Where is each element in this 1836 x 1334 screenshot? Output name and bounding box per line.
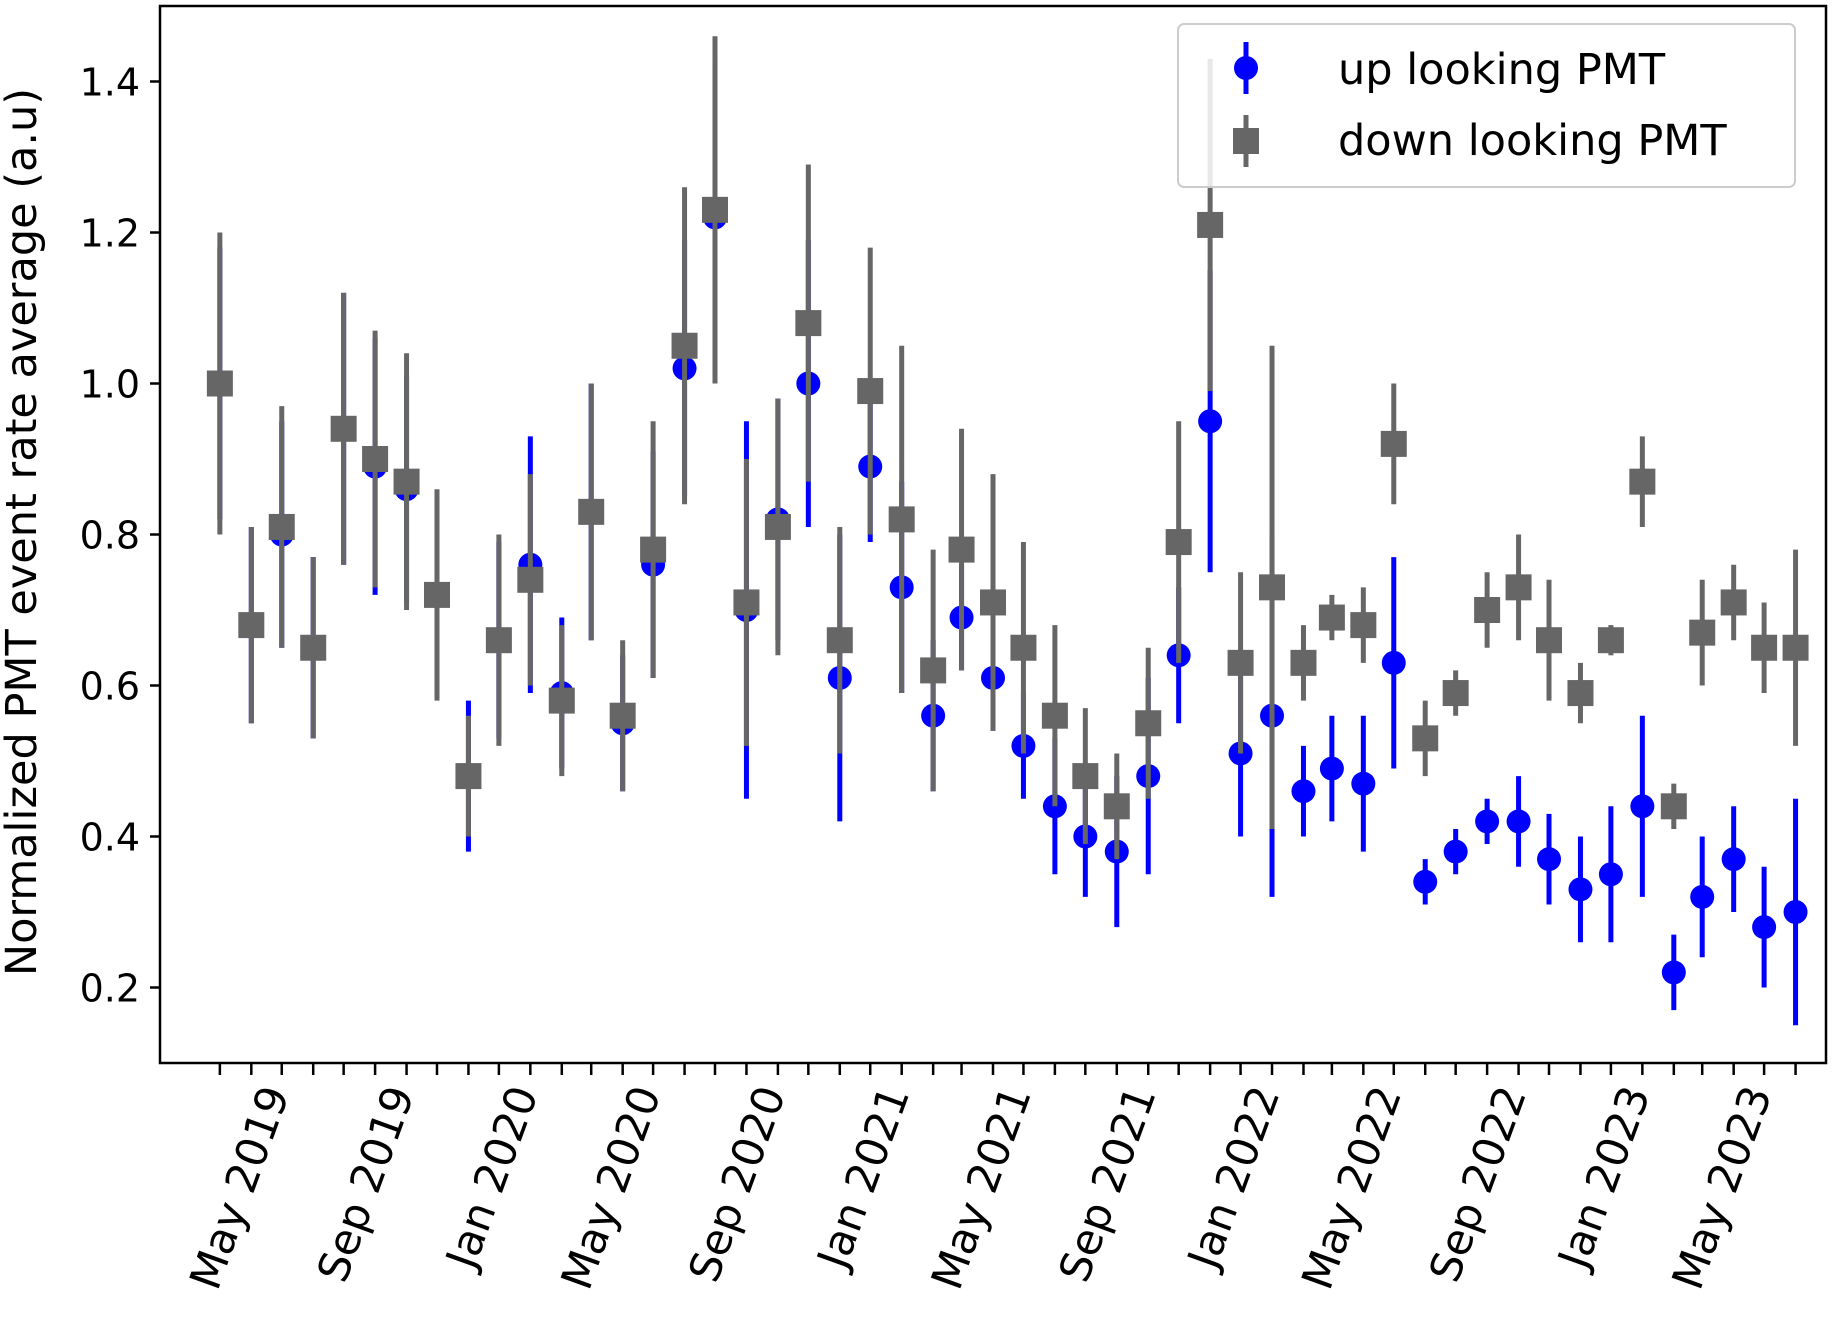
- data-point: [517, 566, 544, 593]
- data-point: [1660, 793, 1687, 820]
- data-point: [1413, 869, 1438, 894]
- data-point: [1227, 649, 1254, 676]
- data-point: [1506, 809, 1531, 834]
- data-point: [1475, 809, 1500, 834]
- y-tick-label: 1.2: [80, 212, 140, 256]
- data-point: [1537, 847, 1562, 872]
- y-tick-label: 0.4: [80, 816, 140, 860]
- data-point: [578, 498, 605, 525]
- data-point: [1412, 725, 1439, 752]
- data-point: [795, 310, 822, 337]
- data-point: [423, 581, 450, 608]
- data-point: [609, 702, 636, 729]
- legend-symbol: [1234, 56, 1258, 80]
- y-tick-label: 0.2: [80, 967, 140, 1011]
- data-point: [1041, 702, 1068, 729]
- data-point: [362, 446, 389, 472]
- legend-marker-up: [1234, 42, 1258, 94]
- data-point: [1567, 680, 1594, 707]
- data-point: [826, 627, 853, 654]
- legend-label-up: up looking PMT: [1338, 45, 1666, 95]
- data-point: [1442, 680, 1469, 707]
- legend-frame: [1177, 23, 1796, 188]
- data-point: [1597, 627, 1624, 654]
- y-axis: 0.2 0.4 0.6 0.8 1.0 1.2 1.4: [80, 61, 160, 1011]
- data-point: [1782, 634, 1809, 661]
- data-point: [948, 536, 975, 563]
- y-tick-label: 1.0: [80, 363, 140, 407]
- data-point: [206, 370, 233, 397]
- data-point: [1690, 884, 1715, 909]
- data-point: [857, 378, 884, 405]
- data-point: [1318, 604, 1345, 631]
- data-point: [1319, 756, 1344, 781]
- data-point: [1351, 771, 1376, 796]
- data-point: [1689, 619, 1716, 646]
- data-point: [455, 763, 482, 790]
- data-point: [1721, 847, 1746, 872]
- data-point: [300, 634, 327, 661]
- data-point: [1010, 634, 1037, 661]
- data-point: [1380, 430, 1407, 457]
- legend-label-down: down looking PMT: [1338, 116, 1727, 166]
- data-point: [1661, 960, 1686, 985]
- data-point: [1720, 589, 1747, 616]
- data-point: [1381, 650, 1406, 675]
- data-point: [1197, 211, 1224, 238]
- legend-symbol: [1233, 128, 1259, 154]
- data-point: [1629, 468, 1656, 495]
- series-layer: [206, 36, 1809, 1026]
- data-point: [640, 536, 667, 563]
- data-point: [888, 506, 915, 533]
- data-point: [671, 332, 698, 359]
- data-point: [548, 687, 575, 714]
- data-point: [1536, 627, 1563, 654]
- data-point: [1752, 915, 1777, 940]
- data-point: [1350, 612, 1377, 639]
- data-point: [1290, 649, 1317, 676]
- data-point: [1568, 877, 1593, 902]
- data-point: [1072, 763, 1099, 790]
- data-point: [1443, 839, 1468, 864]
- data-point: [485, 627, 512, 654]
- data-point: [1630, 794, 1655, 819]
- data-point: [920, 657, 947, 684]
- data-point: [393, 468, 420, 495]
- legend: up looking PMT down looking PMT: [1177, 23, 1796, 188]
- data-point: [1474, 597, 1501, 623]
- data-point: [1198, 409, 1223, 434]
- data-point: [733, 589, 760, 616]
- data-point: [1505, 574, 1532, 601]
- y-tick-label: 0.8: [80, 514, 140, 558]
- data-point: [1291, 779, 1316, 804]
- data-point: [1103, 793, 1130, 820]
- legend-marker-down: [1233, 115, 1259, 167]
- data-point: [238, 612, 265, 639]
- y-axis-label: Normalized PMT event rate average (a.u): [0, 88, 47, 976]
- y-tick-label: 0.6: [80, 665, 140, 709]
- data-point: [1751, 634, 1778, 661]
- data-point: [330, 415, 357, 442]
- data-point: [980, 589, 1006, 616]
- series-down-looking: [206, 36, 1809, 860]
- data-point: [1135, 710, 1162, 737]
- y-tick-label: 1.4: [80, 61, 140, 105]
- data-point: [764, 513, 791, 540]
- data-point: [1783, 900, 1808, 924]
- data-point: [1259, 574, 1286, 601]
- data-point: [1598, 862, 1623, 887]
- data-point: [268, 513, 295, 540]
- data-point: [1165, 529, 1192, 556]
- data-point: [701, 196, 728, 223]
